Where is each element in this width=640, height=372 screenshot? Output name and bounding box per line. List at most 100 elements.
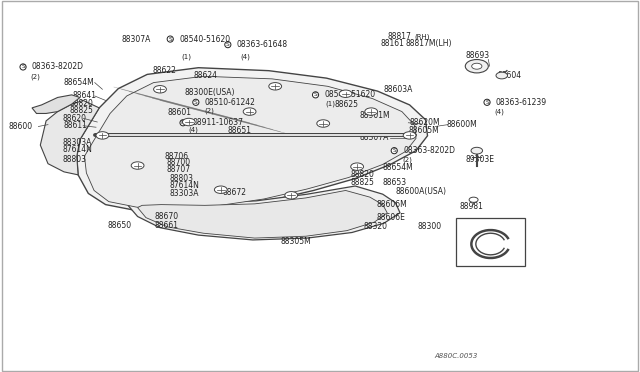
Circle shape (469, 197, 478, 202)
Text: 88661: 88661 (155, 221, 179, 230)
Text: S: S (392, 148, 396, 153)
Text: 08510-61242: 08510-61242 (205, 98, 255, 107)
Text: 87614N: 87614N (63, 145, 93, 154)
Text: 08363-8202D: 08363-8202D (32, 62, 84, 71)
Circle shape (214, 186, 227, 193)
Text: 88611: 88611 (64, 121, 88, 130)
Text: 88653: 88653 (383, 178, 407, 187)
Circle shape (351, 163, 364, 170)
Text: (2): (2) (205, 107, 214, 114)
Circle shape (403, 132, 416, 139)
Circle shape (496, 72, 508, 79)
Text: 88817: 88817 (387, 32, 411, 41)
Circle shape (465, 60, 488, 73)
Text: 88651: 88651 (228, 126, 252, 135)
Circle shape (472, 63, 482, 69)
Text: 88603A: 88603A (384, 85, 413, 94)
Circle shape (131, 162, 144, 169)
Polygon shape (84, 76, 416, 208)
Text: 88605M: 88605M (408, 126, 439, 135)
Text: 88901: 88901 (484, 222, 509, 231)
Text: (1): (1) (325, 101, 335, 108)
Text: S: S (226, 42, 230, 47)
Text: 88606E: 88606E (376, 213, 405, 222)
Text: 88307A: 88307A (122, 35, 151, 44)
Text: 88825: 88825 (70, 106, 93, 115)
Circle shape (317, 120, 330, 127)
Circle shape (269, 83, 282, 90)
Text: 08363-61648: 08363-61648 (237, 40, 288, 49)
Text: 88641: 88641 (72, 92, 97, 100)
Text: 88654M: 88654M (383, 163, 413, 172)
Circle shape (154, 86, 166, 93)
Text: 88604: 88604 (498, 71, 522, 80)
Circle shape (365, 108, 378, 115)
Text: 87614N: 87614N (170, 182, 200, 190)
Text: S: S (314, 92, 317, 97)
Text: 88620: 88620 (62, 114, 86, 123)
Circle shape (471, 147, 483, 154)
Text: 88981: 88981 (460, 202, 483, 211)
Text: (RH): (RH) (414, 33, 429, 40)
Text: 88817M(LH): 88817M(LH) (405, 39, 452, 48)
Text: 88307A: 88307A (360, 133, 389, 142)
Circle shape (243, 108, 256, 115)
Text: 88672: 88672 (223, 188, 246, 197)
Circle shape (96, 132, 109, 139)
Text: 88320: 88320 (364, 222, 388, 231)
Text: A880C.0053: A880C.0053 (434, 353, 477, 359)
Text: 88600A(USA): 88600A(USA) (396, 187, 447, 196)
Text: 08363-61239: 08363-61239 (496, 98, 547, 107)
Text: 88161: 88161 (381, 39, 404, 48)
Text: 88820: 88820 (70, 99, 93, 108)
Text: S: S (168, 36, 172, 42)
Text: 88670: 88670 (155, 212, 179, 221)
Text: S: S (21, 64, 25, 70)
Text: 88600: 88600 (8, 122, 33, 131)
Text: 88620M: 88620M (410, 118, 440, 127)
Text: 88693: 88693 (466, 51, 490, 60)
Text: 88300E(USA): 88300E(USA) (184, 89, 235, 97)
Text: 88820: 88820 (351, 170, 374, 179)
Text: 88622: 88622 (152, 66, 176, 75)
Text: (2): (2) (31, 74, 40, 80)
Text: 83303A: 83303A (170, 189, 199, 198)
Polygon shape (138, 190, 387, 238)
Text: (4): (4) (189, 127, 198, 134)
Text: 88901M: 88901M (360, 111, 390, 120)
Text: 88624: 88624 (193, 71, 218, 80)
Text: 88601: 88601 (168, 108, 192, 117)
Text: (4): (4) (495, 108, 504, 115)
Text: (1): (1) (181, 53, 191, 60)
Text: 88303A: 88303A (63, 138, 92, 147)
Text: S: S (194, 100, 198, 105)
Polygon shape (32, 95, 80, 113)
Text: 88707: 88707 (166, 165, 191, 174)
Text: 88825: 88825 (351, 178, 374, 187)
Text: 08540-51620: 08540-51620 (324, 90, 376, 99)
Text: 08911-10637: 08911-10637 (192, 118, 243, 127)
Text: 88706: 88706 (164, 152, 189, 161)
Polygon shape (128, 186, 400, 240)
Text: 88625: 88625 (335, 100, 359, 109)
FancyBboxPatch shape (456, 218, 525, 266)
Text: 88606M: 88606M (376, 200, 407, 209)
Text: 08540-51620: 08540-51620 (179, 35, 230, 44)
Circle shape (285, 192, 298, 199)
Text: (2): (2) (402, 157, 412, 163)
Text: 89303E: 89303E (466, 155, 495, 164)
Text: S: S (485, 100, 489, 105)
Text: 88803: 88803 (62, 155, 86, 164)
Circle shape (182, 118, 195, 126)
Polygon shape (40, 100, 99, 175)
Text: 88654M: 88654M (64, 78, 95, 87)
Text: 88700: 88700 (166, 158, 191, 167)
Circle shape (339, 90, 352, 97)
Text: 88600M: 88600M (447, 120, 477, 129)
Text: 88803: 88803 (170, 174, 194, 183)
Text: N: N (180, 120, 186, 125)
Text: 08363-8202D: 08363-8202D (403, 146, 455, 155)
Text: 88305M: 88305M (280, 237, 311, 246)
Text: 88300: 88300 (418, 222, 442, 231)
Text: (4): (4) (240, 53, 250, 60)
